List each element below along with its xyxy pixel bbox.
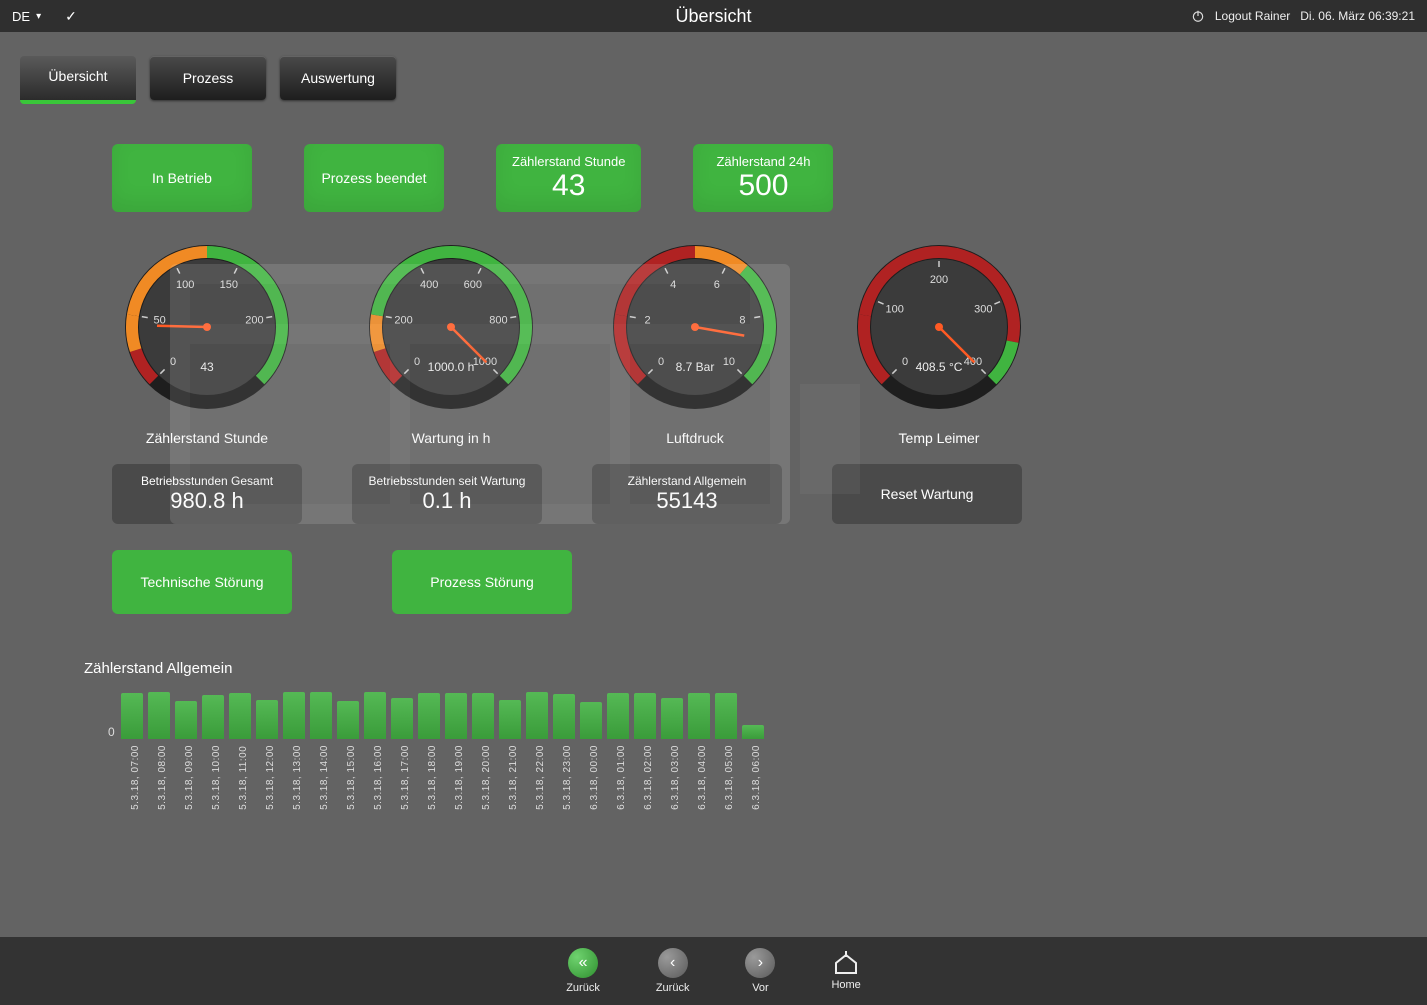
chart-x-label: 6.3.18, 00:00 [589,745,611,810]
tab-auswertung[interactable]: Auswertung [280,56,396,100]
chart-x-label: 6.3.18, 02:00 [643,745,665,810]
chart-bar [391,698,413,739]
double-left-icon: « [568,948,598,978]
chart-x-label: 5.3.18, 08:00 [157,745,179,810]
chart-x-label: 5.3.18, 23:00 [562,745,584,810]
chart-bar [445,693,467,739]
chart-x-label: 5.3.18, 13:00 [292,745,314,810]
chart-x-label: 5.3.18, 19:00 [454,745,476,810]
bar-chart: 0 [108,683,1427,739]
chart-bar [121,693,143,739]
chart-title: Zählerstand Allgemein [84,660,1427,677]
chart-bar [175,701,197,739]
chart-bar [742,725,764,739]
power-icon[interactable] [1191,9,1205,23]
chart-bar [283,692,305,739]
right-icon: › [745,948,775,978]
chart-x-labels: 5.3.18, 07:005.3.18, 08:005.3.18, 09:005… [130,745,1427,810]
nav-label: Home [831,979,860,991]
chart-x-label: 5.3.18, 10:00 [211,745,233,810]
chart-x-label: 5.3.18, 17:00 [400,745,422,810]
nav-label: Zurück [566,982,600,994]
chart-x-label: 5.3.18, 11:00 [238,745,260,810]
nav-zurück-left[interactable]: ‹ Zurück [656,948,690,994]
svg-text:300: 300 [974,304,992,316]
topbar: DE ▾ ✓ Übersicht Logout Rainer Di. 06. M… [0,0,1427,32]
chart-bar [607,693,629,739]
chart-x-label: 6.3.18, 03:00 [670,745,692,810]
chart-x-label: 5.3.18, 12:00 [265,745,287,810]
chart-bar [580,702,602,739]
chart-bar [634,693,656,739]
home-icon [832,951,860,975]
chart-bar [256,700,278,739]
chart-bar [661,698,683,739]
chart-bar [715,693,737,739]
chart-x-label: 5.3.18, 22:00 [535,745,557,810]
chart-x-label: 5.3.18, 14:00 [319,745,341,810]
tab-prozess[interactable]: Prozess [150,56,266,100]
chart-x-label: 6.3.18, 06:00 [751,745,773,810]
chart-x-label: 5.3.18, 07:00 [130,745,152,810]
chart-bar [229,693,251,739]
left-icon: ‹ [658,948,688,978]
nav-label: Vor [752,982,769,994]
chart-x-label: 5.3.18, 20:00 [481,745,503,810]
chart-bar [418,693,440,739]
chart-x-label: 5.3.18, 09:00 [184,745,206,810]
chart-bar [499,700,521,739]
chart-bar [526,692,548,739]
content-area: In BetriebProzess beendetZählerstand Stu… [0,104,1427,964]
chevron-down-icon: ▾ [36,11,41,22]
chart-x-label: 5.3.18, 15:00 [346,745,368,810]
logout-link[interactable]: Logout Rainer [1215,9,1290,23]
chart-y-zero: 0 [108,683,115,739]
nav-vor-right[interactable]: › Vor [745,948,775,994]
chart-bar [364,692,386,739]
chart-bar [310,692,332,739]
nav-home-home[interactable]: Home [831,951,860,991]
nav-zurück-double-left[interactable]: « Zurück [566,948,600,994]
language-selector[interactable]: DE ▾ ✓ [12,8,77,25]
chart-bar [148,692,170,739]
chart-bar [472,693,494,739]
check-icon: ✓ [65,8,77,25]
chart-x-label: 6.3.18, 04:00 [697,745,719,810]
chart-bar [337,701,359,739]
page-title: Übersicht [675,6,751,27]
bottom-nav: « Zurück ‹ Zurück › Vor Home [0,937,1427,1005]
chart-bar [202,695,224,739]
tab-übersicht[interactable]: Übersicht [20,56,136,104]
chart-x-label: 6.3.18, 05:00 [724,745,746,810]
chart-x-label: 5.3.18, 18:00 [427,745,449,810]
nav-label: Zurück [656,982,690,994]
chart-bar [553,694,575,739]
language-code: DE [12,9,30,24]
chart-x-label: 6.3.18, 01:00 [616,745,638,810]
chart-x-label: 5.3.18, 16:00 [373,745,395,810]
machine-silhouette [130,104,930,624]
svg-text:200: 200 [930,274,948,286]
chart-bar [688,693,710,739]
tab-row: Übersicht Prozess Auswertung [0,32,1427,104]
datetime: Di. 06. März 06:39:21 [1300,9,1415,23]
chart-x-label: 5.3.18, 21:00 [508,745,530,810]
